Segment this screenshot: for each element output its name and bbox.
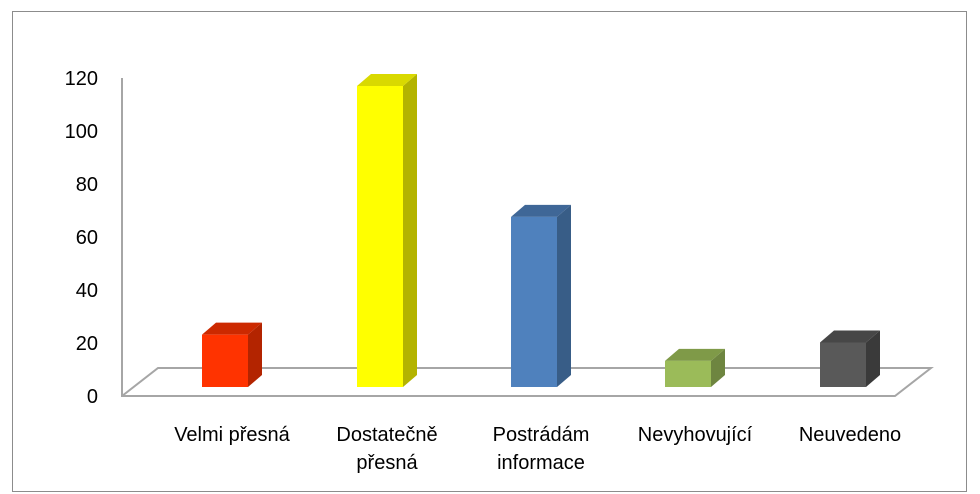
chart-frame [12, 11, 967, 492]
bar [511, 204, 571, 387]
bar-side [557, 204, 571, 387]
bar-side [248, 322, 262, 387]
x-category-label: přesná [356, 452, 418, 474]
y-tick-label: 100 [65, 121, 98, 143]
bar-front [202, 334, 248, 387]
x-category-label: informace [497, 452, 585, 474]
bar-front [511, 216, 557, 387]
bar [202, 322, 262, 387]
bar-top [511, 204, 571, 217]
bar-side [403, 74, 417, 387]
x-axis-labels: Velmi přesná Dostatečně přesná Postrádám inf… [174, 424, 901, 474]
y-axis-ticks: 0 20 40 60 80 100 120 [65, 68, 98, 408]
bar-top [820, 330, 880, 343]
bar-front [820, 342, 866, 387]
bar-top [665, 348, 725, 361]
y-tick-label: 60 [76, 227, 98, 249]
bar [820, 330, 880, 387]
x-category-label: Dostatečně [336, 424, 437, 446]
y-tick-label: 80 [76, 174, 98, 196]
y-tick-label: 0 [87, 386, 98, 408]
y-tick-label: 20 [76, 333, 98, 355]
x-category-label: Postrádám [493, 424, 590, 446]
x-category-label: Nevyhovující [638, 424, 753, 446]
axis-floor [121, 78, 934, 397]
chart-bars [202, 74, 880, 387]
bar-side [711, 348, 725, 387]
bar-front [357, 86, 403, 387]
y-tick-label: 40 [76, 280, 98, 302]
x-category-label: Velmi přesná [174, 424, 290, 446]
bar [357, 74, 417, 387]
chart-axes [121, 78, 934, 397]
bar-top [357, 74, 417, 86]
bar-side [866, 330, 880, 387]
bar-top [202, 322, 262, 335]
bar [665, 348, 725, 387]
bar-front [665, 360, 711, 387]
x-category-label: Neuvedeno [799, 424, 901, 446]
y-tick-label: 120 [65, 68, 98, 90]
